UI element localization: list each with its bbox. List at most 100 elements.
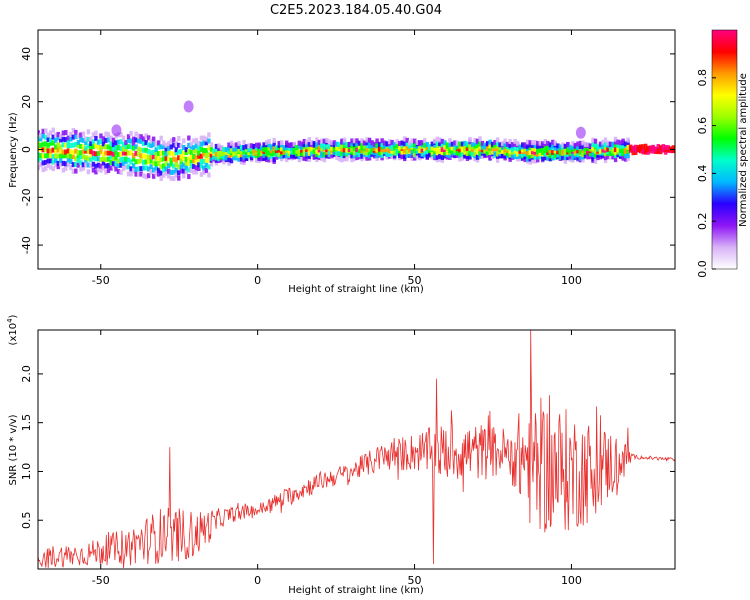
spectrogram-cell xyxy=(74,141,78,147)
spectrogram-cell xyxy=(207,145,211,151)
spectrogram-cell xyxy=(124,144,128,150)
spectrogram-cell xyxy=(613,147,618,153)
spectrogram-cell xyxy=(493,146,497,152)
spectrogram-cell xyxy=(162,156,166,162)
spectrogram-cell xyxy=(372,150,377,156)
spectrogram-cell xyxy=(342,137,347,143)
spectrogram-cell xyxy=(360,148,364,154)
spectrogram-cell xyxy=(400,149,404,155)
spectrogram-cell xyxy=(536,140,540,146)
spectrogram-cell xyxy=(41,141,45,147)
spectrogram-cell xyxy=(490,154,495,160)
spectrogram-cell xyxy=(237,147,241,153)
spectrogram-cell xyxy=(104,137,108,143)
colorbar-label: Normalized spectral amplitude xyxy=(738,73,749,227)
spectrogram-cell xyxy=(84,148,88,154)
spectrogram-cell xyxy=(262,153,266,159)
spectrogram-cell xyxy=(375,155,379,161)
spectrogram-cell xyxy=(177,175,181,181)
spectrogram-cell xyxy=(99,138,103,144)
spectrogram-cell xyxy=(631,145,635,151)
spectrogram-cell xyxy=(187,174,191,180)
spectrogram-cell xyxy=(498,142,502,148)
spectrogram-cell xyxy=(342,147,347,153)
spectrogram-cell xyxy=(423,146,427,152)
spectrogram-cell xyxy=(558,148,563,154)
spectrogram-cell xyxy=(74,148,78,154)
spectrogram-cell xyxy=(139,158,143,164)
spectrogram-cell xyxy=(483,147,487,153)
spectrogram-cell xyxy=(89,152,93,158)
spectrogram-cell xyxy=(523,154,527,160)
spectrogram-cell xyxy=(119,157,123,163)
spectrogram-cell xyxy=(523,151,527,157)
spectrogram-cell xyxy=(56,164,60,170)
snr-multiplier-base: (x10 xyxy=(8,323,19,346)
spectrogram-cell xyxy=(495,151,500,157)
spectrogram-cell xyxy=(546,147,550,153)
spectrogram-cell xyxy=(124,150,128,156)
spectrogram-cell xyxy=(287,142,291,148)
spectrogram-cell xyxy=(202,140,206,146)
spectrogram-cell xyxy=(505,150,510,156)
spectrogram-cell xyxy=(578,144,583,150)
spectrogram-cell xyxy=(365,146,369,152)
spectrogram-cell xyxy=(61,149,66,155)
spectrogram-cell xyxy=(413,148,417,154)
spectrogram-cell xyxy=(538,147,542,153)
spectrogram-cell xyxy=(69,131,73,137)
spectrogram-cell xyxy=(254,142,259,148)
spectrogram-cell xyxy=(232,151,236,157)
spectrogram-cell xyxy=(430,154,435,160)
spectrogram-cell xyxy=(325,149,329,155)
spectrogram-cell xyxy=(367,153,372,159)
spectrogram-cell xyxy=(187,167,191,173)
spectrogram-cell xyxy=(352,156,357,162)
y-tick-label: 40 xyxy=(20,47,33,61)
spectrogram-cell xyxy=(136,166,141,172)
spectrogram-cell xyxy=(126,150,131,156)
spectrogram-cell xyxy=(310,139,314,145)
spectrogram-cell xyxy=(109,150,113,156)
spectrogram-cell xyxy=(237,156,241,162)
spectrogram-cell xyxy=(611,148,615,154)
spectrogram-cell xyxy=(280,146,284,152)
spectrogram-cell xyxy=(297,154,301,160)
colorbar-tick-label: 0.6 xyxy=(696,117,709,135)
spectrogram-cell xyxy=(146,135,151,141)
spectrogram-cell xyxy=(320,150,324,156)
spectrogram-cell xyxy=(262,142,266,148)
spectrogram-cell xyxy=(340,146,344,152)
spectrogram-cell xyxy=(237,140,241,146)
spectrogram-cell xyxy=(59,134,63,140)
spectrogram-cell xyxy=(174,141,178,147)
spectrogram-cell xyxy=(618,147,623,153)
spectrogram-cell xyxy=(536,154,540,160)
spectrogram-cell xyxy=(177,164,181,170)
spectrogram-cell xyxy=(199,153,204,159)
spectrogram-cell xyxy=(347,146,352,152)
spectrogram-blob xyxy=(575,126,586,139)
spectrogram-cell xyxy=(194,143,199,149)
spectrogram-cell xyxy=(621,154,625,160)
spectrogram-cell xyxy=(405,144,409,150)
spectrogram-cell xyxy=(465,153,470,159)
spectrogram-cell xyxy=(174,157,178,163)
spectrogram-cell xyxy=(372,145,377,151)
x-tick-label: 100 xyxy=(561,274,582,287)
spectrogram-cell xyxy=(365,143,369,149)
spectrogram-cell xyxy=(315,157,319,163)
spectrogram-cell xyxy=(503,147,507,153)
spectrogram-cell xyxy=(360,142,364,148)
spectrogram-cell xyxy=(257,152,261,158)
spectrogram-cell xyxy=(520,142,525,148)
spectrogram-cell xyxy=(327,143,332,149)
spectrogram-cell xyxy=(285,153,289,159)
spectrogram-cell xyxy=(475,157,480,163)
spectrogram-cell xyxy=(578,155,583,161)
spectrogram-cell xyxy=(111,151,116,157)
spectrogram-cell xyxy=(566,147,570,153)
spectrogram-cell xyxy=(149,158,153,164)
spectrogram-cell xyxy=(149,169,153,175)
spectrogram-cell xyxy=(440,154,445,160)
